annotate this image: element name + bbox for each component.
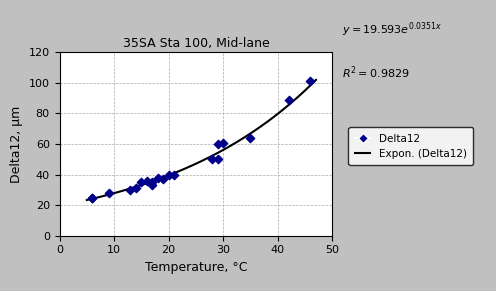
- Delta12: [165, 172, 173, 177]
- Delta12: [143, 178, 151, 183]
- Delta12: [170, 172, 178, 177]
- Delta12: [154, 175, 162, 180]
- Delta12: [148, 180, 156, 184]
- Expon. (Delta12): [292, 98, 298, 102]
- Delta12: [214, 142, 222, 146]
- X-axis label: Temperature, °C: Temperature, °C: [145, 261, 247, 274]
- Title: 35SA Sta 100, Mid-lane: 35SA Sta 100, Mid-lane: [123, 37, 269, 50]
- Delta12: [88, 195, 96, 200]
- Delta12: [159, 177, 167, 182]
- Delta12: [307, 79, 314, 84]
- Expon. (Delta12): [220, 148, 226, 152]
- Delta12: [208, 157, 216, 162]
- Expon. (Delta12): [85, 198, 91, 202]
- Text: $y = 19.593e^{0.0351x}$: $y = 19.593e^{0.0351x}$: [342, 20, 442, 39]
- Delta12: [247, 136, 254, 140]
- Delta12: [137, 180, 145, 184]
- Y-axis label: Delta12, μm: Delta12, μm: [10, 105, 23, 183]
- Expon. (Delta12): [219, 149, 225, 152]
- Text: $R^2 = 0.9829$: $R^2 = 0.9829$: [342, 64, 410, 81]
- Delta12: [126, 188, 134, 192]
- Expon. (Delta12): [313, 78, 319, 82]
- Line: Expon. (Delta12): Expon. (Delta12): [87, 80, 316, 200]
- Expon. (Delta12): [84, 198, 90, 202]
- Expon. (Delta12): [277, 110, 283, 114]
- Legend: Delta12, Expon. (Delta12): Delta12, Expon. (Delta12): [349, 127, 473, 165]
- Delta12: [88, 195, 96, 200]
- Delta12: [105, 191, 113, 195]
- Delta12: [219, 140, 227, 145]
- Delta12: [285, 97, 293, 102]
- Delta12: [214, 157, 222, 162]
- Expon. (Delta12): [224, 146, 230, 150]
- Delta12: [148, 183, 156, 188]
- Delta12: [132, 186, 140, 191]
